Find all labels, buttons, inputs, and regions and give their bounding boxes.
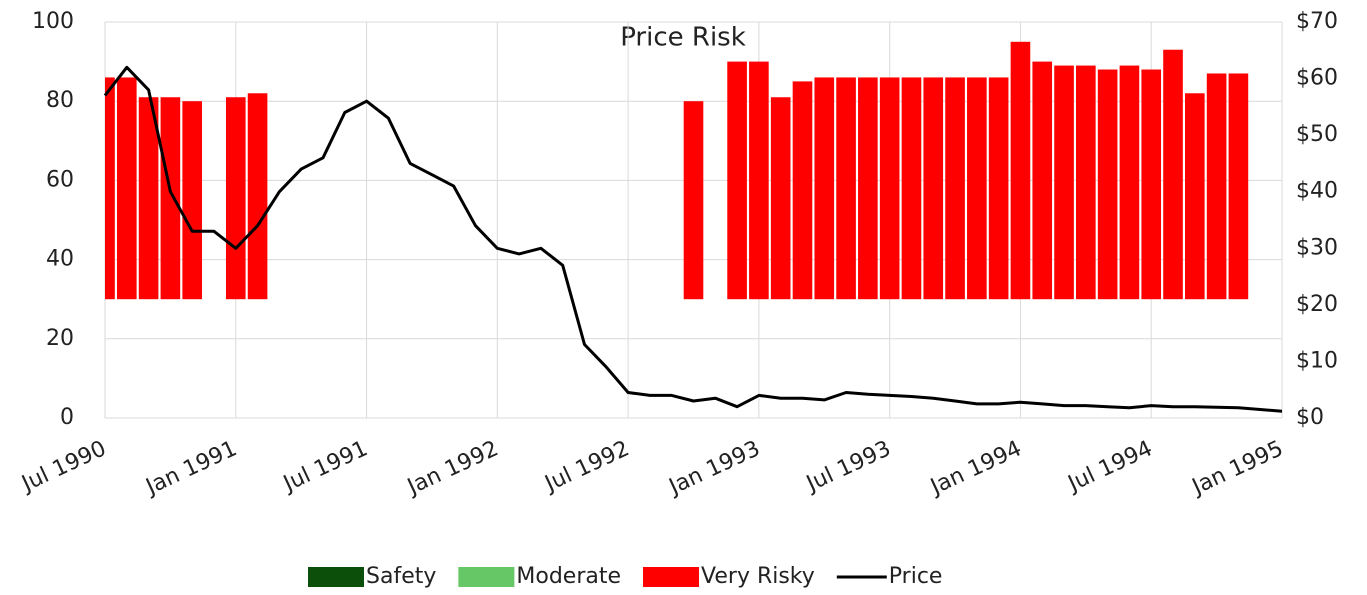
bar: [105, 77, 115, 300]
bar: [1010, 41, 1031, 300]
bar: [1119, 65, 1140, 300]
y2-tick-label: $60: [1296, 66, 1338, 91]
bar: [967, 77, 987, 300]
bar: [749, 61, 769, 300]
bar: [727, 61, 747, 300]
bar: [683, 101, 704, 300]
legend-label: Very Risky: [701, 564, 815, 589]
bar: [116, 77, 137, 300]
y-tick-label: 0: [60, 405, 74, 430]
bar: [1228, 73, 1249, 300]
y2-tick-label: $40: [1296, 179, 1338, 204]
bar: [814, 77, 835, 300]
bar: [1185, 93, 1205, 300]
bar: [138, 97, 159, 300]
bar: [792, 81, 813, 300]
bar: [879, 77, 900, 300]
x-tick-label: Jul 1991: [278, 436, 372, 497]
bar: [770, 97, 791, 300]
legend-label: Moderate: [516, 564, 621, 589]
y2-tick-label: $0: [1296, 405, 1324, 430]
bar: [988, 77, 1009, 300]
bar: [1076, 65, 1096, 300]
y2-tick-label: $20: [1296, 292, 1338, 317]
bar: [858, 77, 878, 300]
legend-swatch: [458, 567, 515, 587]
legend-label: Price: [889, 564, 943, 589]
bar: [1163, 49, 1183, 300]
x-tick-label: Jul 1992: [540, 436, 634, 497]
bar: [923, 77, 944, 300]
y-tick-label: 20: [46, 326, 74, 351]
legend-swatch: [308, 567, 364, 587]
legend-swatch: [643, 567, 700, 587]
x-tick-label: Jan 1992: [402, 436, 502, 500]
x-tick-label: Jan 1991: [141, 436, 241, 500]
y2-tick-label: $30: [1296, 235, 1338, 260]
bar: [901, 77, 922, 300]
legend-label: Safety: [366, 564, 436, 589]
y-tick-label: 80: [46, 88, 74, 113]
bar: [160, 97, 181, 300]
x-tick-label: Jan 1995: [1187, 436, 1287, 500]
y-tick-label: 40: [46, 247, 74, 272]
x-tick-label: Jan 1993: [664, 436, 764, 500]
x-tick-label: Jan 1994: [925, 436, 1025, 500]
y2-tick-label: $50: [1296, 122, 1338, 147]
bar: [945, 77, 965, 300]
bar: [1097, 69, 1118, 300]
bar: [182, 101, 202, 300]
price-line: [103, 65, 1283, 413]
bar: [836, 77, 856, 300]
y2-tick-label: $70: [1296, 9, 1338, 34]
bar: [1032, 61, 1053, 300]
x-tick-label: Jul 1994: [1063, 436, 1157, 497]
y2-tick-label: $10: [1296, 348, 1338, 373]
y-tick-label: 60: [46, 167, 74, 192]
bar: [1141, 69, 1162, 300]
bar: [1206, 73, 1227, 300]
x-tick-label: Jul 1990: [17, 436, 111, 497]
bar: [247, 93, 268, 300]
bar: [225, 97, 246, 300]
y-tick-label: 100: [32, 9, 74, 34]
x-tick-label: Jul 1993: [801, 436, 895, 497]
chart-title: Price Risk: [620, 23, 746, 53]
bar: [1054, 65, 1074, 300]
